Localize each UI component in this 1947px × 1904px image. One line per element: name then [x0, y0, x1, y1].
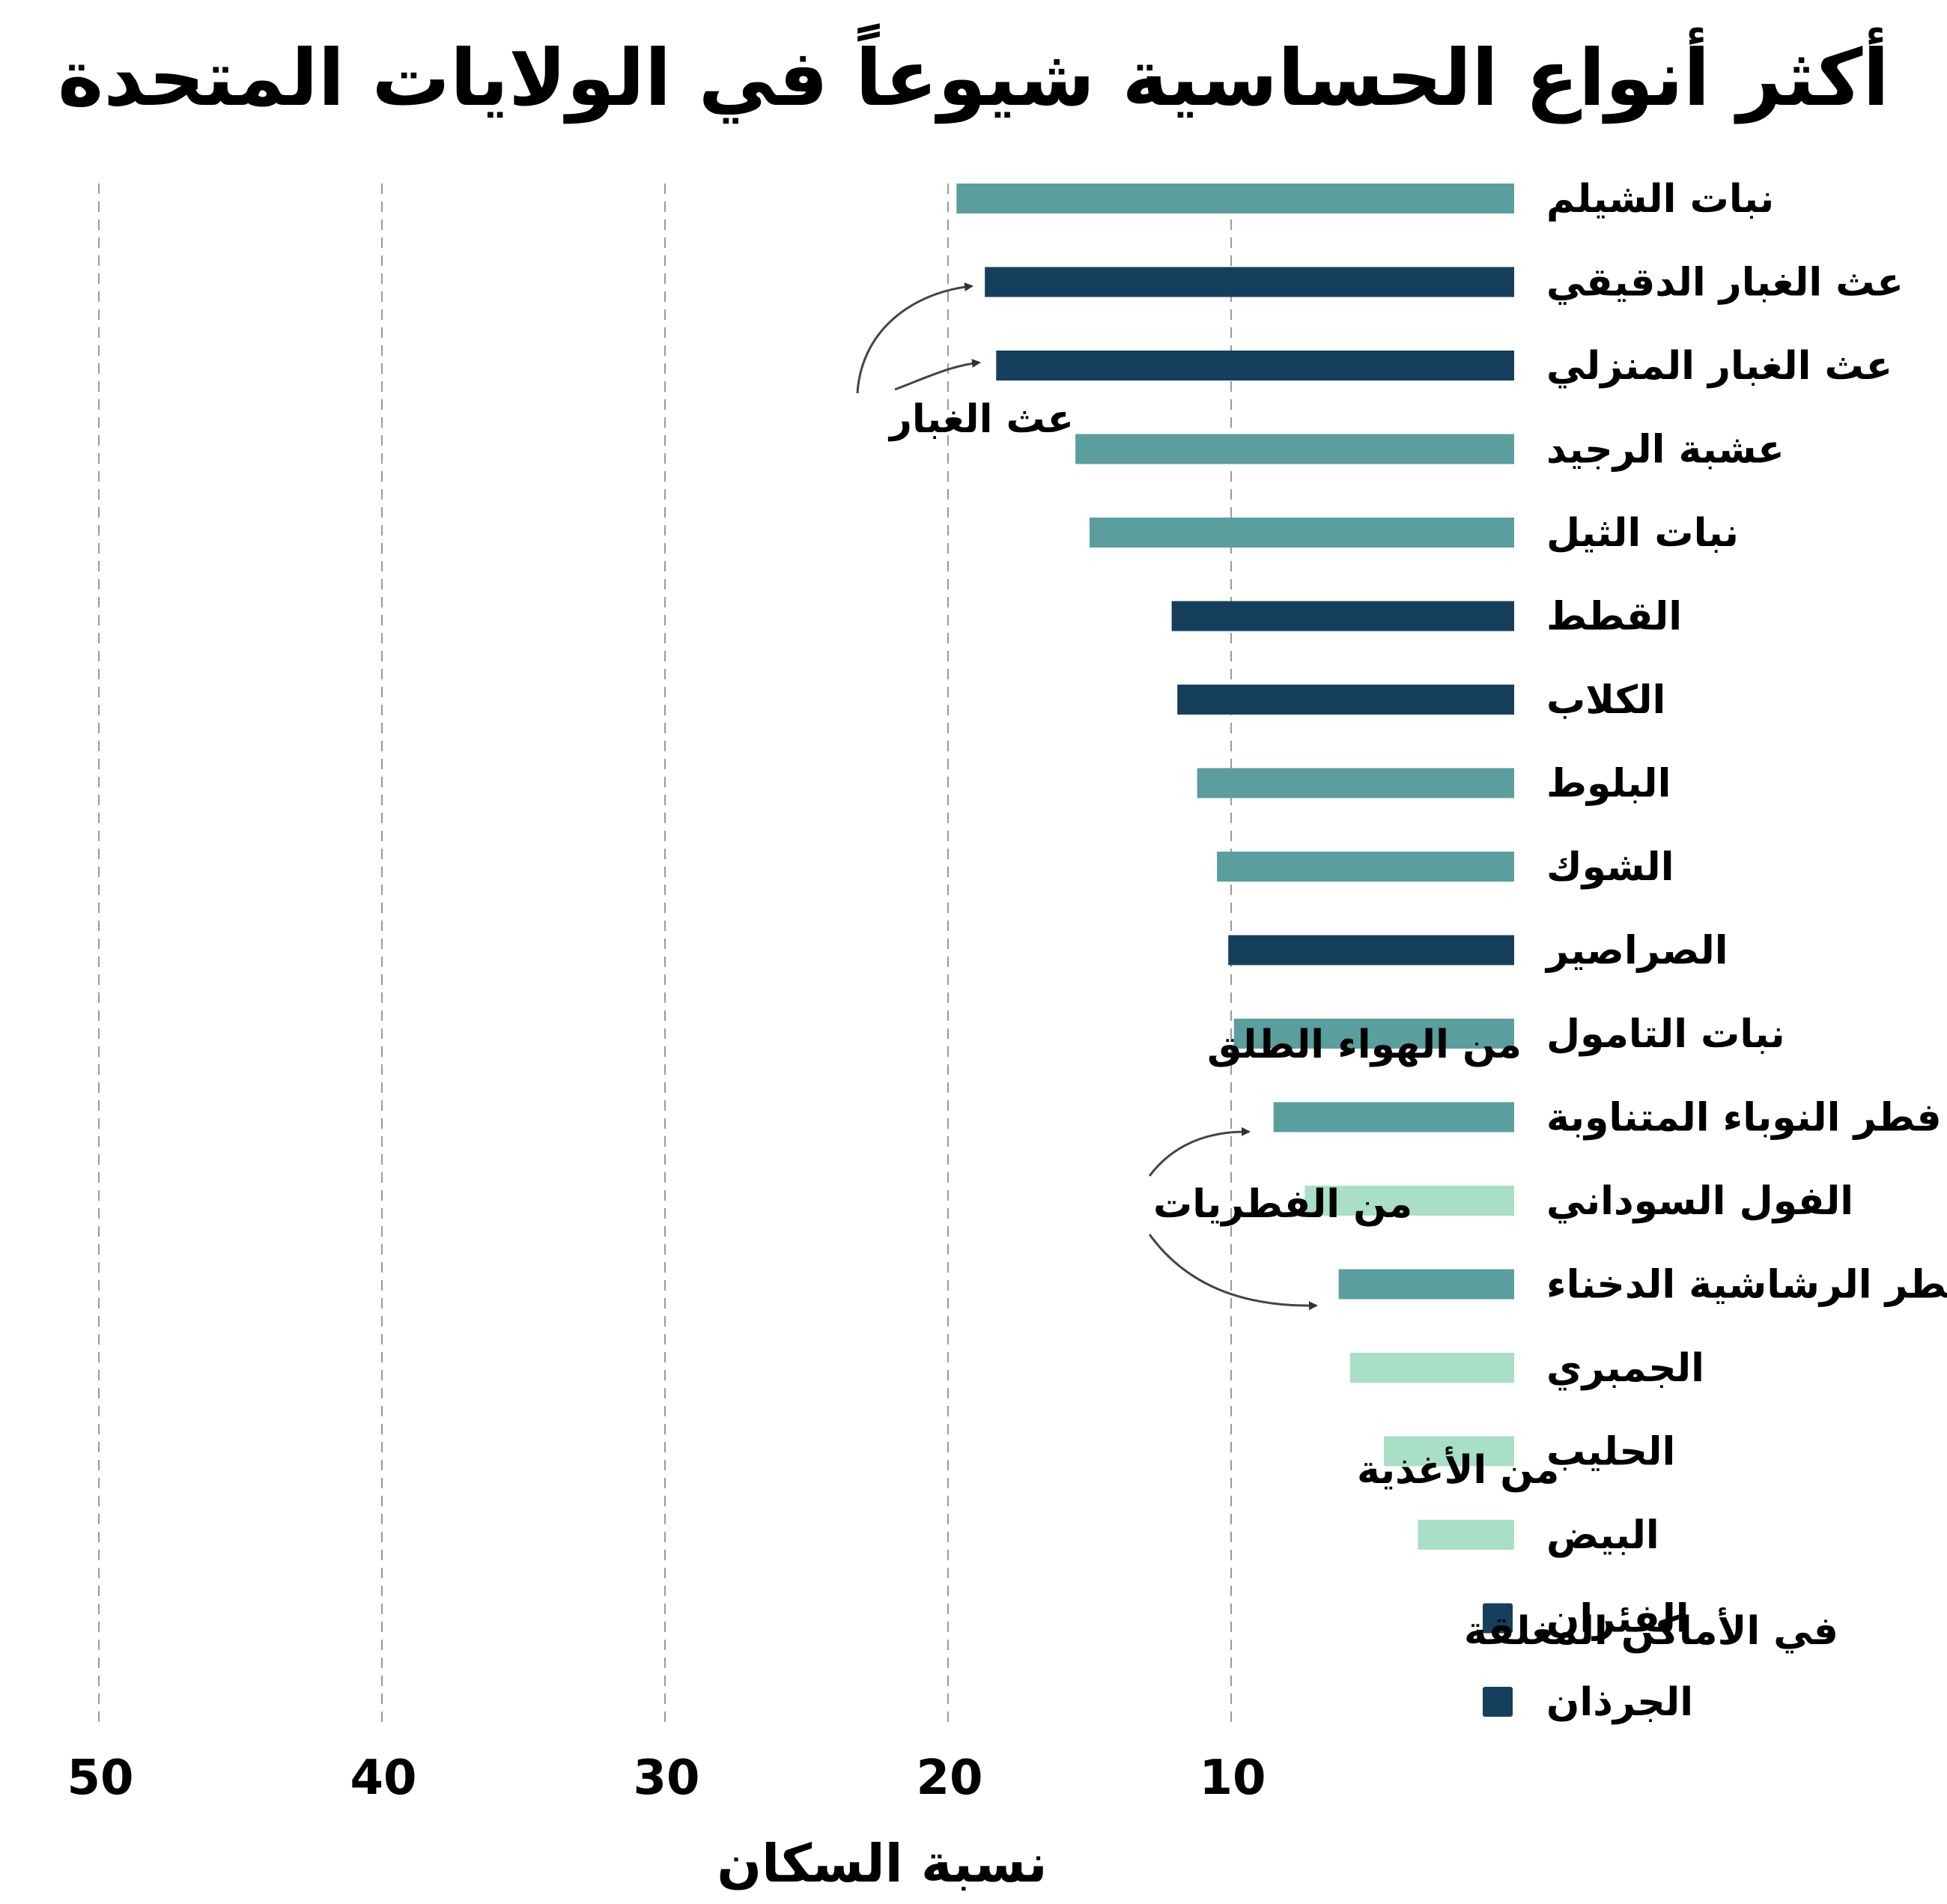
bar-8: [1197, 768, 1514, 798]
bar-2: [985, 267, 1514, 297]
annotation-indoor: في الأماكن المغلقة: [1464, 1607, 1838, 1654]
grid-lines: [98, 184, 1232, 1726]
fungal-arrow-2: [1148, 1234, 1318, 1311]
bar-6: [1171, 601, 1514, 631]
category-label-2: عث الغبار الدقيقي: [1546, 261, 1904, 306]
annotation-fungal: من الفطريات: [1153, 1182, 1412, 1227]
bars: [956, 184, 1514, 1717]
category-label-11: نبات التامول: [1546, 1012, 1785, 1057]
bar-13: [1304, 1186, 1514, 1216]
category-label-18: الفئران: [1546, 1597, 1689, 1642]
x-axis-label: نسبة السكان: [717, 1833, 1047, 1894]
x-tick-label-30: 30: [633, 1750, 699, 1806]
annotation-dust-mites: عث الغبار: [887, 397, 1074, 442]
category-label-5: نبات الثيل: [1546, 511, 1739, 556]
bar-10: [1228, 935, 1514, 965]
category-label-16: الحليب: [1546, 1430, 1675, 1475]
chart-title: أكثر أنواع الحساسية شيوعاً في الولايات ا…: [58, 23, 1889, 124]
category-label-7: الكلاب: [1546, 678, 1665, 723]
dust-mite-arrow-2: [894, 359, 981, 391]
x-tick-label-10: 10: [1199, 1750, 1266, 1806]
category-label-12: فطر النوباء المتناوبة: [1546, 1096, 1942, 1141]
bar-7: [1177, 685, 1514, 715]
category-label-14: فطر الرشاشية الدخناء: [1546, 1263, 1947, 1308]
bar-15: [1349, 1353, 1514, 1383]
x-tick-label-40: 40: [350, 1750, 416, 1806]
bar-3: [996, 351, 1514, 381]
annotation-food: من الأغذية: [1357, 1446, 1559, 1493]
category-label-4: عشبة الرجيد: [1546, 428, 1785, 473]
annotations: عث الغبار من الهواء الطلق من الفطريات من…: [856, 282, 1838, 1654]
category-label-9: الشوك: [1546, 845, 1674, 890]
x-tick-label-20: 20: [916, 1750, 982, 1806]
bar-4: [1075, 434, 1514, 464]
legend-swatch-18: [1483, 1603, 1513, 1634]
bar-17: [1418, 1520, 1514, 1550]
dust-mite-arrow-1: [856, 282, 974, 394]
annotation-outdoor: من الهواء الطلق: [1207, 1022, 1522, 1067]
category-label-1: نبات الشيلم: [1546, 177, 1774, 222]
category-label-19: الجرذان: [1546, 1680, 1693, 1725]
category-label-8: البلوط: [1546, 762, 1671, 807]
fungal-arrow-1: [1148, 1127, 1251, 1177]
x-axis-ticks: 50 40 30 20 10: [67, 1750, 1266, 1806]
category-label-3: عث الغبار المنزلي: [1546, 344, 1892, 389]
category-label-6: القطط: [1546, 595, 1682, 640]
category-label-13: الفول السوداني: [1546, 1179, 1853, 1224]
legend-swatch-19: [1483, 1687, 1513, 1717]
bar-14: [1338, 1269, 1514, 1300]
bar-9: [1217, 852, 1514, 882]
category-label-17: البيض: [1546, 1513, 1659, 1558]
bar-5: [1090, 518, 1514, 548]
category-labels: نبات الشيلم عث الغبار الدقيقي عث الغبار ال…: [1544, 177, 1947, 1725]
category-label-10: الصراصير: [1544, 929, 1728, 974]
category-label-15: الجمبري: [1546, 1346, 1704, 1391]
x-tick-label-50: 50: [67, 1750, 133, 1806]
bar-11: [1233, 1019, 1514, 1049]
bar-12: [1273, 1102, 1514, 1133]
bar-1: [956, 184, 1514, 213]
bar-16: [1384, 1436, 1514, 1467]
